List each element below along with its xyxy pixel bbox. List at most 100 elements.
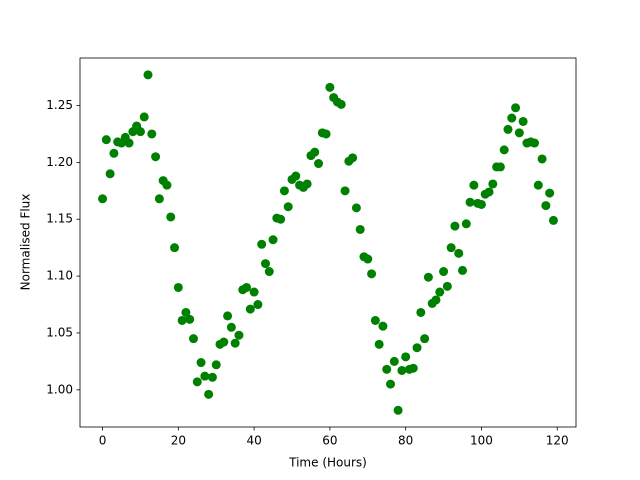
point [211, 360, 221, 370]
point [314, 159, 324, 169]
point [442, 281, 452, 291]
point [401, 352, 411, 362]
point [389, 356, 399, 366]
point [124, 138, 134, 148]
point [249, 287, 259, 297]
point [226, 322, 236, 332]
point [355, 224, 365, 234]
point [408, 363, 418, 373]
point [181, 307, 191, 317]
point [154, 194, 164, 204]
point [185, 314, 195, 324]
x-tick-label: 60 [322, 434, 337, 448]
point [530, 138, 540, 148]
point [207, 372, 217, 382]
point [537, 154, 547, 164]
point [370, 315, 380, 325]
point [420, 334, 430, 344]
x-axis-label: Time (Hours) [288, 456, 367, 470]
point [499, 145, 509, 155]
point [518, 116, 528, 126]
point [162, 180, 172, 190]
y-tick-label: 1.20 [46, 155, 73, 169]
y-tick-label: 1.05 [46, 325, 73, 339]
point [469, 180, 479, 190]
point [98, 194, 108, 204]
point [192, 377, 202, 387]
point [173, 282, 183, 292]
point [454, 248, 464, 258]
point [416, 307, 426, 317]
point [260, 259, 270, 269]
y-tick-label: 1.00 [46, 382, 73, 396]
point [166, 212, 176, 222]
point [533, 180, 543, 190]
point [302, 179, 312, 189]
point [439, 267, 449, 277]
point [336, 99, 346, 109]
point [264, 267, 274, 277]
point [465, 197, 475, 207]
point [109, 148, 119, 158]
point [204, 389, 214, 399]
point [279, 186, 289, 196]
point [283, 202, 293, 212]
point [541, 201, 551, 211]
point [423, 272, 433, 282]
point [503, 124, 513, 134]
point [177, 315, 187, 325]
point [234, 330, 244, 340]
point [367, 269, 377, 279]
point [223, 311, 233, 321]
point [321, 129, 331, 139]
point [374, 339, 384, 349]
point [257, 239, 267, 249]
x-tick-label: 20 [171, 434, 186, 448]
point [276, 214, 286, 224]
point [170, 243, 180, 253]
x-tick-label: 80 [398, 434, 413, 448]
y-tick-label: 1.15 [46, 212, 73, 226]
y-tick-label: 1.10 [46, 269, 73, 283]
point [363, 254, 373, 264]
point [135, 127, 145, 137]
point [245, 304, 255, 314]
y-tick-label: 1.25 [46, 98, 73, 112]
point [151, 152, 161, 162]
point [484, 187, 494, 197]
x-tick-label: 100 [470, 434, 493, 448]
point [458, 265, 468, 275]
point [397, 365, 407, 375]
point [147, 129, 157, 139]
point [196, 358, 206, 368]
point [495, 162, 505, 172]
point [450, 221, 460, 231]
point [386, 379, 396, 389]
point [291, 171, 301, 181]
point [230, 338, 240, 348]
point [382, 364, 392, 374]
point [325, 82, 335, 92]
plot-frame [79, 57, 577, 428]
point [188, 334, 198, 344]
point [105, 169, 115, 179]
point [431, 295, 441, 305]
point [548, 215, 558, 225]
point [268, 235, 278, 245]
point [348, 153, 358, 163]
x-tick-label: 40 [246, 434, 261, 448]
y-axis-label: Normalised Flux [19, 194, 33, 291]
point [545, 188, 555, 198]
point [378, 321, 388, 331]
point [476, 199, 486, 209]
point [200, 371, 210, 381]
point [340, 186, 350, 196]
point [461, 219, 471, 229]
point [511, 103, 521, 113]
point [393, 405, 403, 415]
point [139, 112, 149, 122]
point [101, 135, 111, 145]
point [514, 128, 524, 138]
